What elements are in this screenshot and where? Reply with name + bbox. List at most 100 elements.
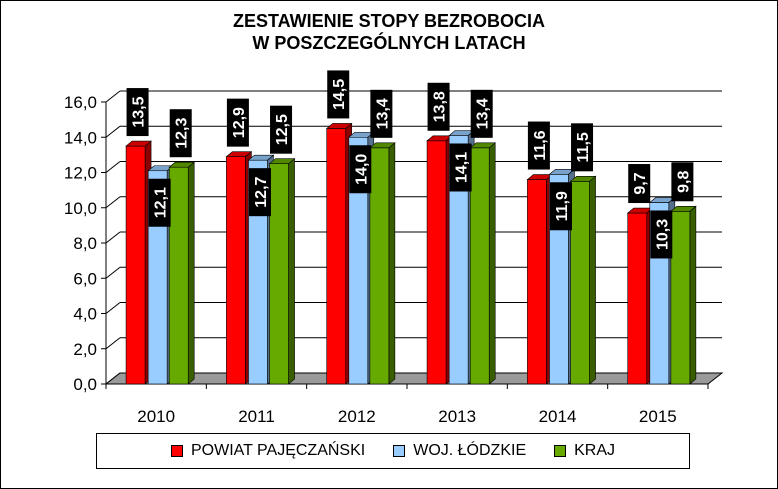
gridline-depth — [105, 337, 121, 350]
data-label-box — [571, 123, 594, 172]
gridline-depth — [105, 161, 121, 173]
data-label-text: 14,0 — [353, 154, 370, 185]
bar — [670, 205, 697, 385]
bar — [225, 150, 253, 385]
y-tick-label: 10,0 — [64, 199, 97, 218]
bar-top — [569, 176, 597, 182]
data-label-text: 13,5 — [131, 96, 148, 127]
data-label-text: 9,8 — [675, 171, 692, 193]
chart-title: ZESTAWIENIE STOPY BEZROBOCIA W POSZCZEGÓ… — [0, 10, 778, 54]
legend-swatch-kraj — [554, 445, 567, 457]
y-tick-label: 16,0 — [64, 93, 97, 112]
bar-top — [268, 158, 296, 164]
bar-front — [326, 128, 347, 385]
bar-side — [288, 158, 295, 385]
bar-front — [469, 147, 490, 385]
bar-side — [388, 142, 396, 385]
data-label: 12,9 — [226, 98, 249, 147]
bar — [569, 175, 597, 385]
data-label-text: 12,9 — [231, 107, 248, 138]
data-label-text: 14,5 — [331, 79, 348, 110]
data-label: 13,4 — [470, 89, 493, 138]
bar-top — [247, 154, 275, 161]
data-label-box — [270, 105, 293, 154]
data-label-box — [549, 182, 572, 231]
bar-front — [426, 140, 447, 385]
x-tick-label: 2011 — [238, 407, 275, 426]
bar-top — [168, 161, 196, 168]
data-label: 13,5 — [126, 88, 149, 137]
data-label-text: 12,5 — [274, 114, 291, 145]
y-tick-label: 6,0 — [73, 269, 97, 288]
data-label-text: 9,7 — [632, 172, 649, 194]
bar-front — [269, 163, 289, 385]
x-tick-label: 2014 — [539, 407, 577, 426]
bar — [526, 173, 554, 385]
bar-top — [225, 151, 253, 157]
data-label-text: 10,3 — [654, 219, 671, 250]
bar-front — [226, 156, 246, 385]
legend-swatch-powiat — [170, 445, 183, 457]
legend-label-wojewodztwo: WOJ. ŁÓDZKIE — [413, 442, 527, 459]
y-tick-label: 12,0 — [64, 164, 97, 183]
data-label-box — [671, 162, 694, 202]
data-label: 14,0 — [349, 145, 372, 194]
bar — [469, 142, 497, 385]
data-label-box — [248, 168, 271, 217]
data-label-box — [349, 145, 372, 194]
bar-front — [125, 145, 146, 385]
data-label-box — [650, 210, 673, 259]
legend-label-kraj: KRAJ — [574, 442, 616, 459]
data-label-box — [148, 178, 171, 227]
bar-top — [469, 142, 497, 149]
legend: POWIAT PAJĘCZAŃSKI WOJ. ŁÓDZKIE KRAJ — [96, 433, 690, 469]
data-label-text: 12,3 — [174, 118, 191, 149]
data-label-text: 13,4 — [374, 98, 391, 129]
data-label-text: 14,1 — [454, 152, 471, 183]
data-label: 11,9 — [549, 182, 572, 231]
data-label: 12,3 — [169, 109, 192, 158]
gridline-depth — [105, 196, 121, 209]
legend-item-powiat: POWIAT PAJĘCZAŃSKI — [170, 442, 366, 460]
bar — [325, 122, 353, 385]
data-label-text: 12,1 — [153, 187, 170, 218]
x-tick-label: 2012 — [338, 407, 376, 426]
bar-front — [369, 147, 390, 385]
bar — [125, 140, 152, 385]
data-label-text: 13,4 — [475, 98, 492, 129]
data-label-box — [327, 70, 350, 119]
gridline-depth — [105, 302, 121, 314]
y-tick-label: 4,0 — [73, 305, 97, 324]
bar — [268, 158, 296, 385]
data-label-box — [169, 109, 192, 158]
legend-label-powiat: POWIAT PAJĘCZAŃSKI — [190, 442, 366, 459]
bar-top — [369, 142, 396, 149]
bar-front — [527, 179, 547, 385]
bar-top — [325, 123, 353, 129]
data-label: 9,7 — [628, 164, 651, 204]
bar-top — [670, 205, 697, 212]
bar-top — [125, 140, 152, 147]
data-label-box — [126, 88, 149, 137]
bar — [168, 161, 196, 385]
chart-title-line-1: ZESTAWIENIE STOPY BEZROBOCIA — [232, 11, 546, 31]
data-label-text: 13,8 — [432, 91, 449, 122]
data-label: 14,1 — [449, 143, 472, 192]
data-label-text: 11,6 — [532, 130, 549, 160]
bar — [369, 142, 396, 385]
data-label-box — [427, 82, 450, 131]
gridline-depth — [105, 231, 121, 244]
data-label-box — [527, 121, 550, 170]
legend-swatch-wojewodztwo — [393, 445, 406, 457]
y-tick-label: 0,0 — [73, 375, 97, 394]
bar-front — [570, 181, 590, 385]
legend-item-kraj: KRAJ — [554, 442, 615, 460]
legend-item-wojewodztwo: WOJ. ŁÓDZKIE — [393, 442, 526, 460]
y-tick-label: 2,0 — [73, 340, 97, 359]
gridline-depth — [105, 90, 121, 103]
y-tick-label: 14,0 — [64, 128, 97, 147]
x-tick-label: 2015 — [639, 407, 677, 426]
data-label: 12,7 — [248, 168, 271, 217]
data-label: 12,1 — [148, 178, 171, 227]
data-label: 9,8 — [671, 162, 694, 202]
